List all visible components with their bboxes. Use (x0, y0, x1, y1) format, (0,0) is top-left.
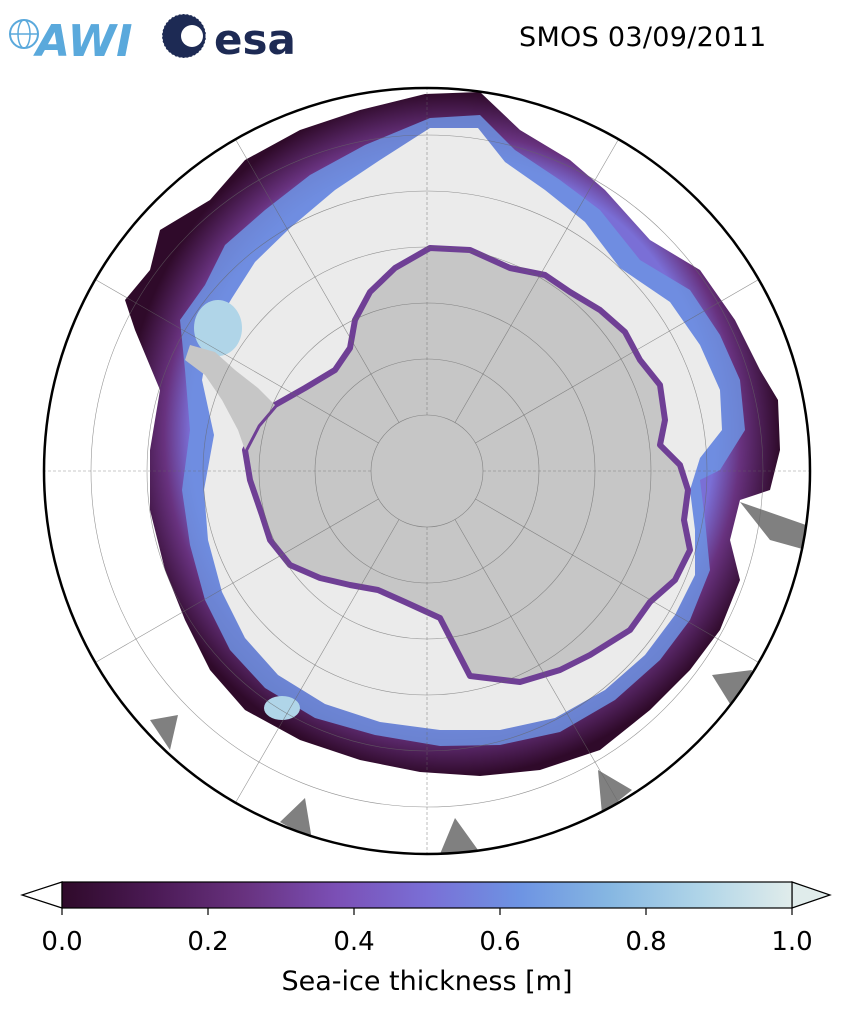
logo-bar: AWI esa (8, 8, 308, 67)
map-title: SMOS 03/09/2011 (519, 22, 767, 53)
colorbar-tick-label: 0.4 (333, 927, 374, 957)
meridian-line (454, 124, 628, 423)
meridian-line (475, 270, 774, 444)
meridian-line (80, 498, 379, 672)
latitude-circle (146, 190, 708, 752)
esa-logo-text: esa (214, 15, 296, 64)
land-shadow (598, 770, 632, 814)
land-shadow (150, 715, 178, 750)
colorbar-tick-label: 0.2 (187, 927, 228, 957)
meridian-line (80, 270, 379, 444)
weddell-thick-patch (194, 300, 242, 356)
sea-ice-map (42, 86, 812, 856)
colorbar-tick-label: 0.6 (479, 927, 520, 957)
colorbar-ticks: 0.0 0.2 0.4 0.6 0.8 1.0 (41, 908, 813, 957)
meridian-line (454, 519, 628, 818)
land-shadow (280, 798, 312, 840)
colorbar-label: Sea-ice thickness [m] (281, 966, 572, 997)
meridian-line (226, 124, 400, 423)
colorbar-tick-label: 0.8 (625, 927, 666, 957)
colorbar-tick-label: 0.0 (41, 927, 82, 957)
land-shadow (440, 818, 478, 854)
colorbar: 0.0 0.2 0.4 0.6 0.8 1.0 Sea-ice thickness [m] (20, 881, 832, 997)
esa-logo: esa (161, 13, 296, 64)
antarctic-peninsula (185, 345, 275, 450)
land-shadow (740, 502, 806, 550)
colorbar-extend-low (20, 881, 63, 909)
map-boundary (42, 86, 812, 856)
meridian-line (226, 519, 400, 818)
colorbar-gradient (61, 881, 793, 909)
graticule (44, 88, 810, 854)
ross-thick-patch (264, 696, 300, 720)
colorbar-extend-high (791, 881, 832, 909)
awi-logo: AWI (9, 16, 133, 67)
logos-svg: AWI esa (9, 13, 296, 67)
map-body (44, 88, 810, 854)
meridian-line (475, 498, 774, 672)
awi-logo-text: AWI (33, 16, 133, 67)
colorbar-tick-label: 1.0 (771, 927, 812, 957)
